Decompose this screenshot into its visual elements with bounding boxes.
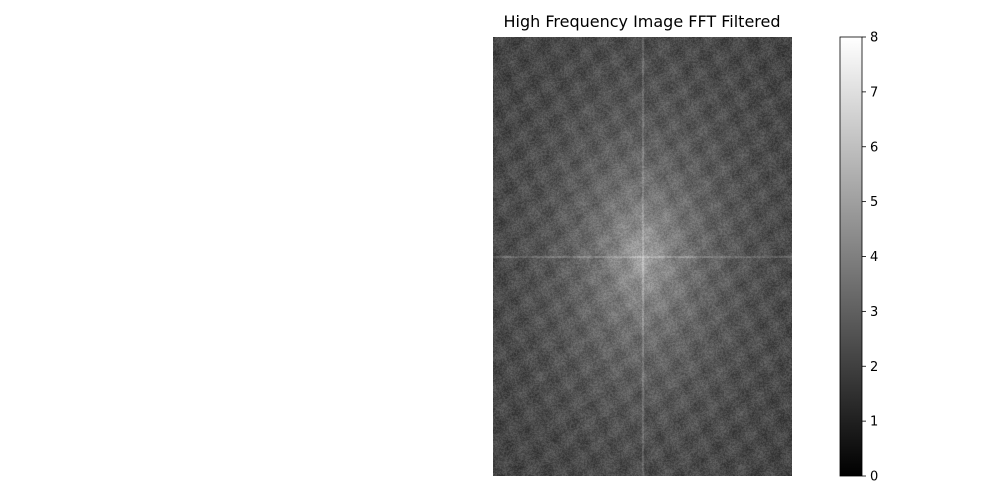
colorbar-tick-label: 1 <box>870 415 878 430</box>
chart-title: High Frequency Image FFT Filtered <box>503 12 781 31</box>
colorbar-tick-label: 7 <box>870 85 878 100</box>
colorbar-tick-label: 0 <box>870 470 878 485</box>
colorbar-tick-label: 2 <box>870 360 878 375</box>
colorbar-gradient <box>839 36 863 477</box>
fft-spectrum-image <box>493 37 792 476</box>
colorbar-tick-label: 5 <box>870 195 878 210</box>
colorbar-tick-label: 3 <box>870 305 878 320</box>
colorbar-ticks: 0 1 2 3 4 5 6 7 8 <box>862 31 878 485</box>
colorbar-tick-label: 6 <box>870 140 878 155</box>
colorbar-tick-label: 4 <box>870 250 878 265</box>
colorbar-tick-label: 8 <box>870 31 878 46</box>
